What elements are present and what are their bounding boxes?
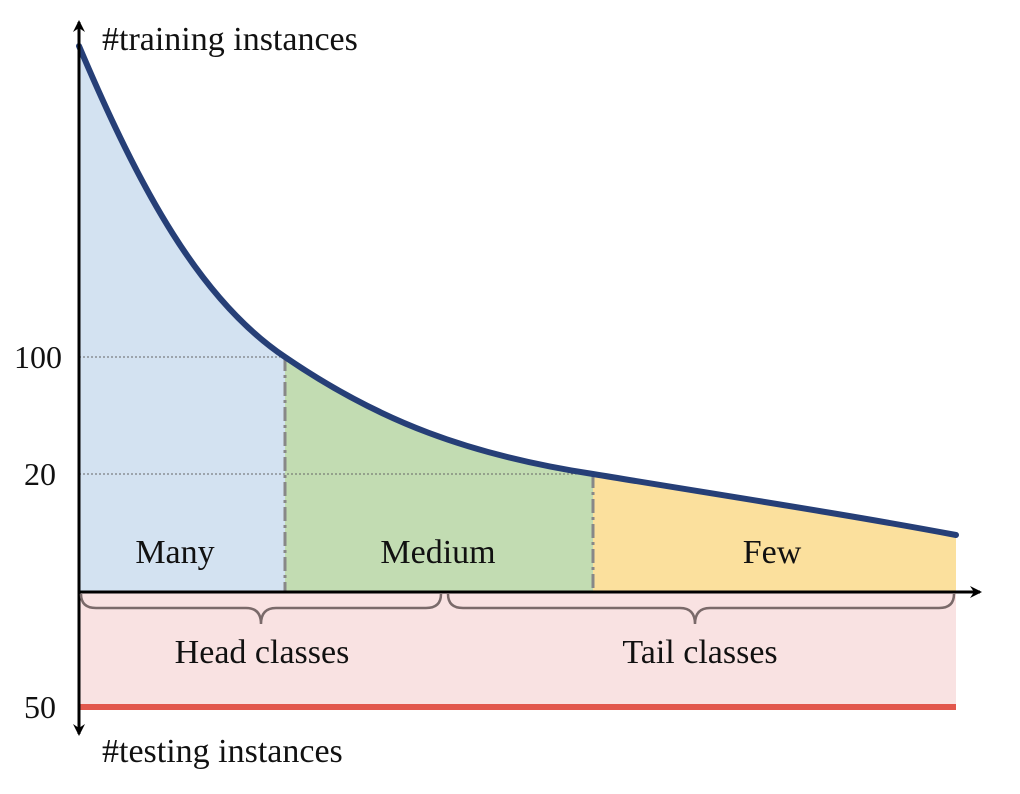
many-region (79, 46, 285, 592)
y-axis-title-testing: #testing instances (102, 733, 343, 770)
region-label-many: Many (135, 534, 214, 571)
tick-label-100: 100 (14, 339, 62, 375)
y-axis-title-training: #training instances (102, 21, 358, 58)
region-label-few: Few (743, 534, 802, 571)
group-label-tail: Tail classes (622, 634, 777, 671)
few-region (593, 474, 956, 592)
group-label-head: Head classes (175, 634, 350, 671)
tick-label-20: 20 (24, 456, 56, 492)
head-classes-brace (79, 593, 443, 625)
training-curve (76, 43, 959, 538)
tail-classes-brace (446, 593, 956, 625)
region-label-medium: Medium (380, 534, 495, 571)
testing-region (79, 592, 956, 708)
tick-label-50: 50 (24, 689, 56, 725)
